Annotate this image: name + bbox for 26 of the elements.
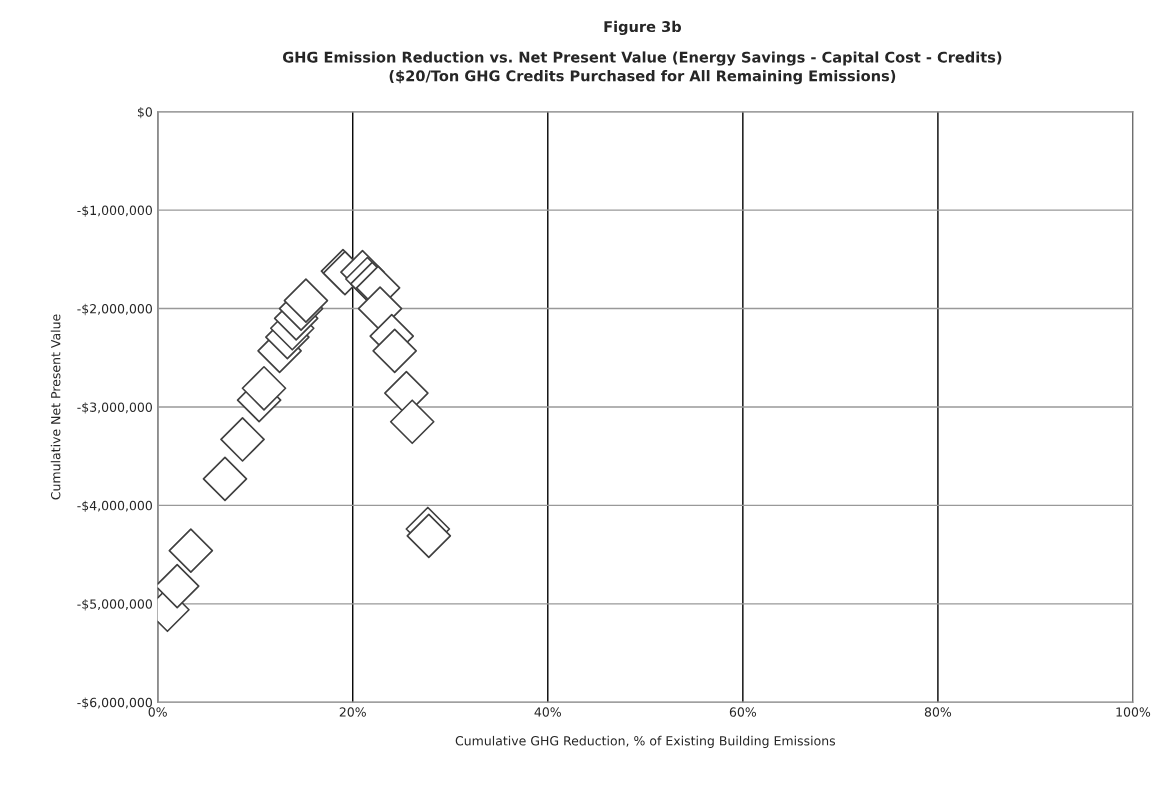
y-tick-label: -$4,000,000 bbox=[77, 500, 152, 512]
x-tick-label: 60% bbox=[729, 707, 757, 717]
y-tick-label: -$5,000,000 bbox=[77, 599, 152, 611]
y-tick-label: -$2,000,000 bbox=[77, 303, 152, 316]
point bbox=[220, 417, 265, 462]
x-axis-title: Cumulative GHG Reduction, % of Existing Building Emissions bbox=[455, 735, 836, 748]
x-tick-label: 80% bbox=[924, 707, 952, 717]
point bbox=[283, 278, 329, 324]
point bbox=[241, 365, 287, 411]
y-tick-label: $0 bbox=[137, 106, 152, 119]
point bbox=[389, 399, 435, 445]
y-tick-label: -$6,000,000 bbox=[77, 697, 152, 709]
point bbox=[406, 513, 452, 559]
point bbox=[202, 456, 248, 502]
x-tick-label: 40% bbox=[534, 707, 561, 717]
point bbox=[168, 528, 214, 574]
y-tick-label: -$1,000,000 bbox=[77, 205, 152, 217]
x-tick-label: 0% bbox=[148, 707, 167, 717]
y-axis-title: Cumulative Net Present Value bbox=[50, 314, 61, 500]
chart-title: Figure 3b bbox=[604, 20, 682, 36]
point bbox=[357, 286, 403, 331]
point bbox=[372, 328, 418, 374]
x-tick-label: 100% bbox=[1116, 707, 1151, 717]
y-tick-label: -$3,000,000 bbox=[77, 402, 152, 414]
chart-subtitle: GHG Emission Reduction vs. Net Present Value (Energy Savings - Capital Cost - Credits) ($20/Ton GHG Credits Purchased for All Remaining Emissions) bbox=[282, 51, 1002, 85]
x-tick-label: 20% bbox=[339, 707, 366, 717]
